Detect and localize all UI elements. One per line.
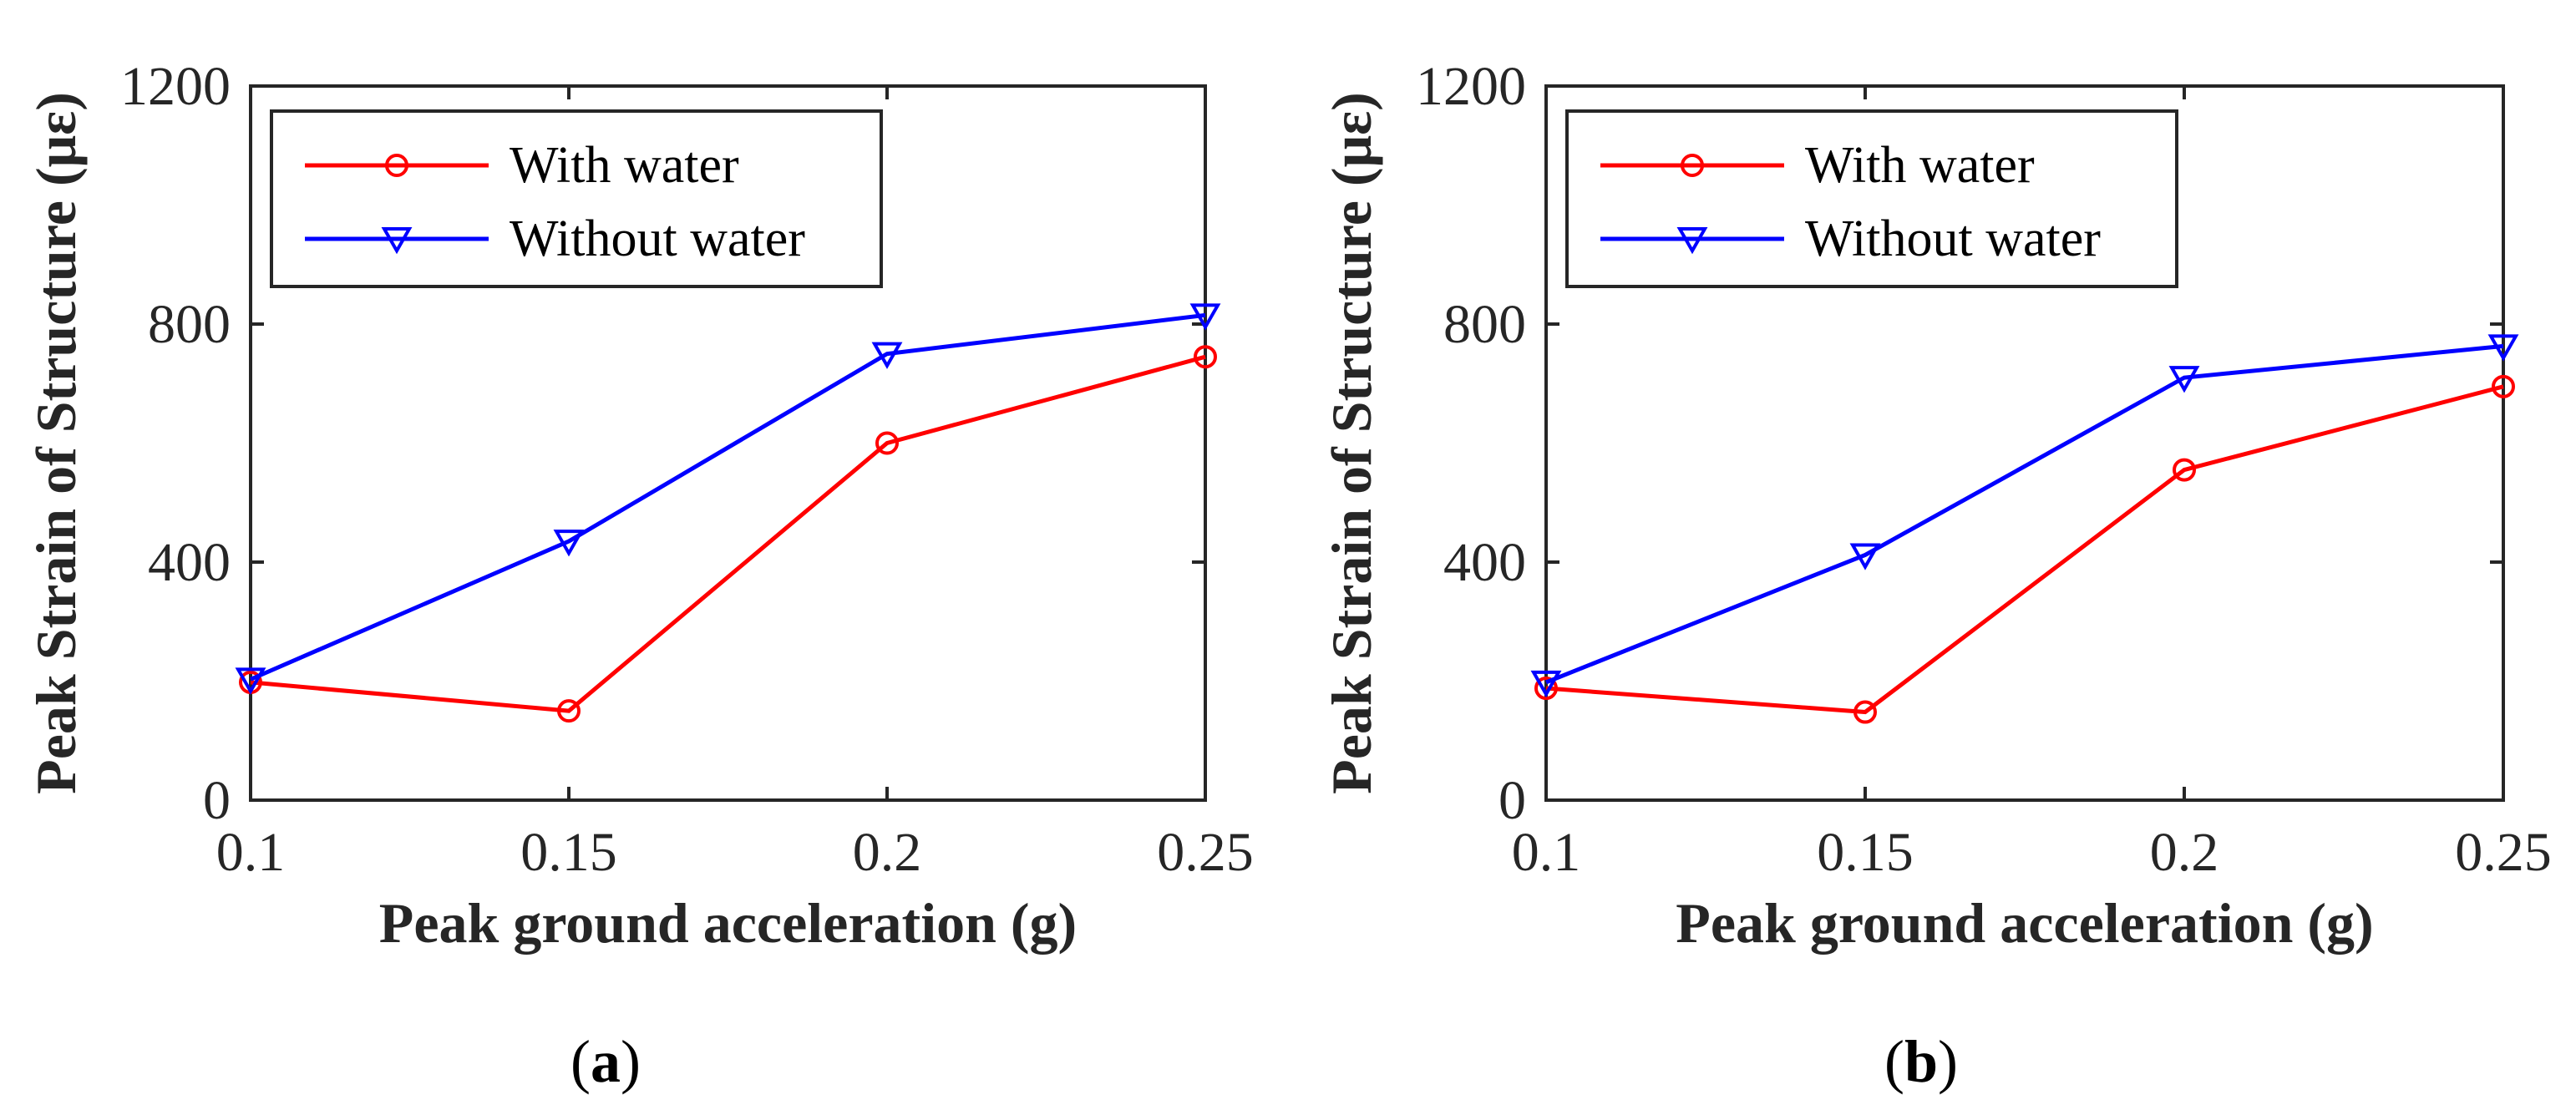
plot-area-frame [249,84,1207,802]
panel-caption-letter: a [591,1028,621,1095]
data-point-triangle [2168,366,2200,393]
x-tick-label: 0.1 [1512,822,1581,883]
y-tick-label: 1200 [1416,56,1526,117]
data-point-circle [1534,677,1558,701]
y-tick-label: 0 [1498,770,1526,831]
series-line [1545,343,2504,685]
y-tick-label: 0 [203,770,231,831]
data-point-circle [2173,458,2196,482]
series-without-water [1530,334,2519,698]
plot-area-frame [1544,84,2505,802]
data-point-circle [875,431,899,455]
data-point-circle [557,699,581,723]
y-tick-label: 800 [1443,294,1526,355]
x-tick-label: 0.1 [216,822,286,883]
data-point-triangle [1189,303,1221,331]
data-point-triangle [2487,334,2519,362]
y-axis-label: Peak Strain of Structure (με) [24,92,88,794]
data-point-triangle [1530,670,1562,698]
legend-box [270,109,883,288]
legend-marker-circle [1681,154,1704,177]
panel-caption: (a) [570,1028,641,1095]
x-tick-label: 0.25 [1157,822,1254,883]
series-line [1545,384,2504,715]
panel-caption-letter: b [1904,1028,1938,1095]
series-line [250,312,1206,682]
x-tick-label: 0.15 [1817,822,1914,883]
chart-panel-a: 0 400 800 1200 0.1 0.15 0.2 0.25 Peak ground acc… [24,56,1254,1095]
y-tick-label: 1200 [120,56,231,117]
x-tick-label: 0.2 [853,822,922,883]
legend-marker-circle [385,154,408,177]
legend-marker-triangle [1676,227,1708,255]
x-tick-label: 0.25 [2455,822,2552,883]
data-point-circle [2492,374,2515,398]
legend-box [1565,109,2178,288]
data-point-circle [1853,700,1877,724]
y-tick-label: 800 [148,294,231,355]
chart-panel-b: 0 400 800 1200 0.1 0.15 0.2 0.25 Peak ground acc… [1320,56,2552,1095]
panel-caption: (b) [1884,1028,1958,1095]
series-with-water [1534,374,2515,724]
series-line [250,354,1206,713]
series-with-water [239,345,1217,723]
data-point-circle [1194,345,1217,369]
y-tick-label: 400 [1443,532,1526,593]
data-point-triangle [235,667,266,695]
y-axis-label: Peak Strain of Structure (με) [1320,92,1383,794]
series-without-water [235,303,1221,695]
legend-label: Without water [1805,210,2101,267]
legend-label: Without water [510,210,805,267]
x-tick-label: 0.15 [520,822,617,883]
data-point-triangle [1849,543,1881,570]
legend: With water Without water [270,109,883,288]
legend-label: With water [510,137,739,194]
legend: With water Without water [1565,109,2178,288]
data-point-triangle [871,342,903,369]
x-axis-label: Peak ground acceleration (g) [1676,891,2373,955]
data-point-triangle [553,530,585,557]
legend-label: With water [1805,137,2035,194]
x-tick-label: 0.2 [2150,822,2219,883]
legend-marker-triangle [381,227,413,255]
x-axis-label: Peak ground acceleration (g) [379,891,1077,955]
y-tick-label: 400 [148,532,231,593]
